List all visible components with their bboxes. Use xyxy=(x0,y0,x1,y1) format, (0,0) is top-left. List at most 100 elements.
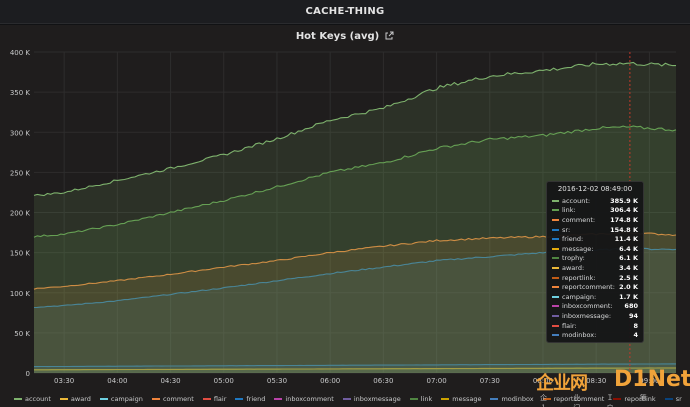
tooltip-swatch xyxy=(552,266,559,269)
tooltip-series-value: 1.7 K xyxy=(619,292,638,301)
legend-swatch xyxy=(202,397,211,400)
x-tick-label: 09:00 xyxy=(639,377,659,385)
tooltip-swatch xyxy=(552,199,559,202)
panel-title[interactable]: Hot Keys (avg) xyxy=(295,30,380,42)
tooltip-series-name: comment: xyxy=(562,215,596,224)
tooltip-series-name: inboxcomment: xyxy=(562,302,613,311)
watermark-brand-a: 企业网 xyxy=(536,373,588,394)
tooltip-swatch xyxy=(552,247,559,250)
dashboard-row-header[interactable]: CACHE-THING xyxy=(0,0,690,24)
legend-item-inboxcomment[interactable]: inboxcomment xyxy=(274,395,334,403)
tooltip-series-name: flair: xyxy=(562,321,577,330)
series-area-sr xyxy=(34,248,676,373)
tooltip-row: link: 306.4 K xyxy=(552,206,638,216)
y-tick-label: 50 K xyxy=(14,330,30,338)
legend-item-campaign[interactable]: campaign xyxy=(99,395,143,403)
y-tick-label: 100 K xyxy=(10,290,31,298)
tooltip-series-name: modinbox: xyxy=(562,331,597,340)
tooltip-series-name: trophy: xyxy=(562,254,585,263)
series-line-account xyxy=(33,61,676,197)
tooltip-row: flair: 8 xyxy=(552,321,638,331)
y-tick-label: 200 K xyxy=(10,210,31,218)
legend-swatch xyxy=(441,397,450,400)
hot-keys-chart[interactable]: 0 50 K 100 K 150 K 200 K 250 K 300 K 350 K 400 K… xyxy=(0,47,690,390)
legend-item-link[interactable]: link xyxy=(409,394,433,403)
tooltip-series-name: account: xyxy=(562,196,591,205)
legend-label: reportlink xyxy=(624,394,656,403)
tooltip-time: 2016-12-02 08:49:00 xyxy=(557,185,633,193)
tooltip-series-name: reportcomment: xyxy=(562,283,615,292)
tooltip-row: inboxmessage: 94 xyxy=(552,311,638,321)
legend-label: reportcomment xyxy=(553,394,605,403)
y-tick-label: 300 K xyxy=(10,129,31,137)
tooltip-swatch xyxy=(552,295,559,298)
x-tick-label: 06:00 xyxy=(320,377,340,385)
legend-swatch xyxy=(490,397,499,400)
legend-swatch xyxy=(151,397,160,400)
series-area-link xyxy=(34,126,676,373)
x-tick-label: 07:00 xyxy=(426,377,446,385)
tooltip-swatch xyxy=(552,257,559,260)
watermark-brand-b: D1Net xyxy=(614,367,690,392)
tooltip-series-value: 94 xyxy=(628,311,638,320)
legend-swatch xyxy=(274,397,283,400)
tooltip-row: reportcomment: 2.0 K xyxy=(552,282,638,292)
y-tick-label: 150 K xyxy=(10,250,31,258)
watermark-logo: 企业网 D1Net 企 业 Ｉ 第 １ 门 户 xyxy=(530,365,690,407)
tooltip-row: account: 385.9 K xyxy=(552,196,638,206)
x-tick-label: 03:30 xyxy=(54,377,74,385)
tooltip-series-name: reportlink: xyxy=(562,273,596,282)
legend-label: inboxmessage xyxy=(353,394,401,403)
tooltip-rows: account: 385.9 K link: 306.4 K comment: 174.8… xyxy=(552,196,638,340)
legend-item-message[interactable]: message xyxy=(441,395,481,403)
legend-item-friend[interactable]: friend xyxy=(235,395,265,403)
legend-item-modinbox[interactable]: modinbox xyxy=(490,394,534,403)
legend-item-reportlink[interactable]: reportlink xyxy=(613,394,656,403)
legend-item-sr[interactable]: sr xyxy=(664,395,682,403)
legend-item-reportcomment[interactable]: reportcomment xyxy=(542,394,605,403)
y-axis: 0 50 K 100 K 150 K 200 K 250 K 300 K 350 K 400 K xyxy=(10,49,31,378)
tooltip-series-value: 680 xyxy=(624,302,638,311)
tooltip-series-value: 6.4 K xyxy=(619,244,638,253)
tooltip-series-name: link: xyxy=(562,206,576,215)
legend-item-comment[interactable]: comment xyxy=(151,394,194,403)
tooltip-row: award: 3.4 K xyxy=(552,263,638,273)
legend-swatch xyxy=(235,397,244,400)
series-area-message xyxy=(34,367,676,373)
tooltip-series-value: 4 xyxy=(633,331,638,340)
legend-item-inboxmessage[interactable]: inboxmessage xyxy=(342,394,401,403)
x-tick-label: 07:30 xyxy=(480,377,500,385)
legend-label: modinbox xyxy=(501,394,534,403)
legend-item-flair[interactable]: flair xyxy=(202,394,227,403)
tooltip-row: friend: 11.4 K xyxy=(552,234,638,244)
tooltip-row: trophy: 6.1 K xyxy=(552,254,638,264)
external-link-icon[interactable] xyxy=(384,31,394,41)
legend-label: link xyxy=(420,394,433,403)
series-area-account xyxy=(34,62,676,374)
legend-label: message xyxy=(452,394,482,403)
series-line-message xyxy=(34,367,676,371)
legend-item-award[interactable]: award xyxy=(59,395,91,403)
watermark-sub: 企 业 Ｉ 第 １ 门 户 xyxy=(540,394,659,407)
legend-swatch xyxy=(59,397,68,400)
chart-grid xyxy=(34,51,676,374)
hot-keys-panel: Hot Keys (avg) 0 50 K 100 K 150 K 200 K 250 K… xyxy=(0,25,690,407)
tooltip-swatch xyxy=(552,324,559,327)
x-tick-label: 05:30 xyxy=(267,377,287,385)
panel-header[interactable]: Hot Keys (avg) xyxy=(0,25,690,47)
y-tick-label: 400 K xyxy=(10,49,31,57)
legend-label: comment xyxy=(162,394,194,403)
y-tick-label: 0 xyxy=(26,370,30,378)
tooltip-swatch xyxy=(552,238,559,241)
legend-swatch xyxy=(664,397,673,400)
legend-item-account[interactable]: account xyxy=(14,395,51,403)
legend-label: flair xyxy=(213,394,227,403)
legend-swatch xyxy=(99,397,108,400)
tooltip-series-value: 8 xyxy=(633,321,638,330)
x-tick-label: 06:30 xyxy=(373,377,393,385)
legend-swatch xyxy=(542,397,551,400)
legend-label: friend xyxy=(246,394,266,403)
y-tick-label: 250 K xyxy=(10,169,31,177)
tooltip-series-value: 385.9 K xyxy=(610,196,638,205)
